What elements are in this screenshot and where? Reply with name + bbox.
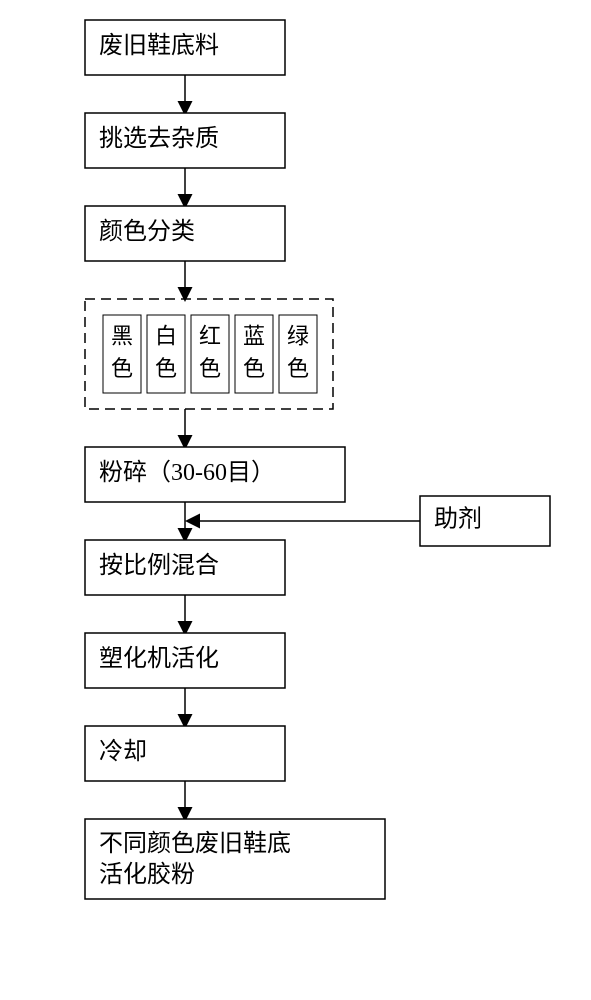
n9-label-2: 活化胶粉 <box>99 861 195 888</box>
color-cell-4-c1: 绿 <box>287 323 309 348</box>
n6-label: 按比例混合 <box>99 552 219 579</box>
n8-label: 冷却 <box>99 738 147 765</box>
color-cell-1-c1: 白 <box>155 323 177 348</box>
color-cell-0-c1: 黑 <box>111 323 133 348</box>
n2-label: 挑选去杂质 <box>99 125 219 152</box>
color-cell-4-c2: 色 <box>287 356 309 381</box>
n7-label: 塑化机活化 <box>99 645 219 672</box>
color-cell-1-c2: 色 <box>155 356 177 381</box>
color-cell-3-c1: 蓝 <box>243 323 265 348</box>
n1-label: 废旧鞋底料 <box>99 32 219 59</box>
n3-label: 颜色分类 <box>99 218 195 245</box>
aux-label: 助剂 <box>434 506 482 533</box>
color-cell-0-c2: 色 <box>111 356 133 381</box>
flowchart-canvas: 废旧鞋底料挑选去杂质颜色分类黑色白色红色蓝色绿色粉碎（30-60目）助剂按比例混… <box>0 0 591 1000</box>
n5-label: 粉碎（30-60目） <box>99 459 275 486</box>
color-cell-2-c1: 红 <box>199 323 221 348</box>
n9-label-1: 不同颜色废旧鞋底 <box>99 830 291 857</box>
color-cell-2-c2: 色 <box>199 356 221 381</box>
color-cell-3-c2: 色 <box>243 356 265 381</box>
